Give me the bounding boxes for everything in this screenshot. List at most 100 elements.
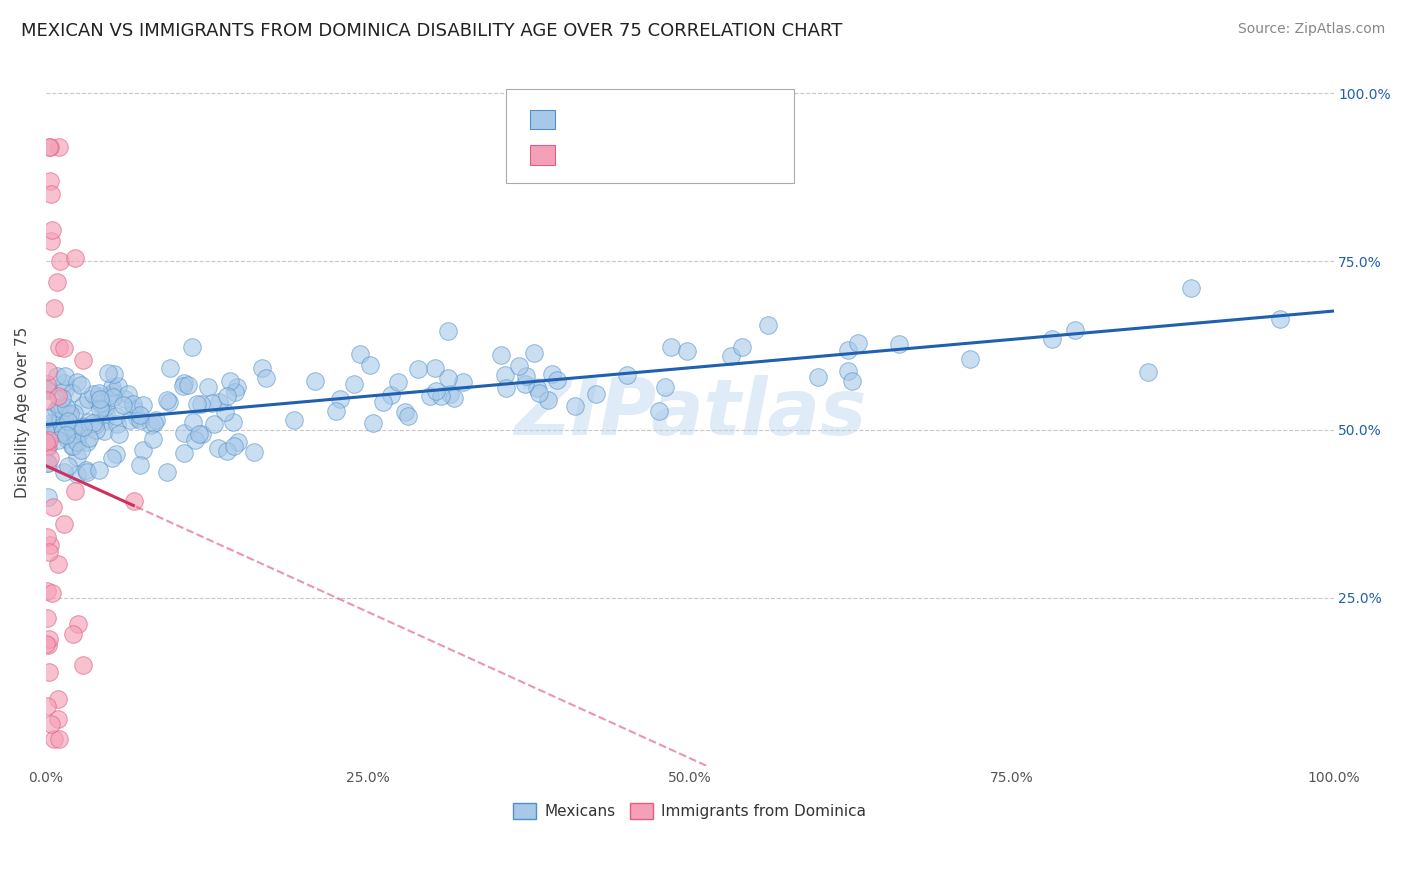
Point [82,416,104,430]
Point [46,434,69,448]
Point [60,385,83,400]
Point [1268,312,1291,326]
Point [65,435,87,450]
Point [55,427,77,442]
Point [159,361,181,376]
Point [659,340,682,354]
Point [79,431,101,445]
Point [142,432,165,446]
Point [38,434,60,448]
Point [48,340,70,354]
Text: ZIPatlas: ZIPatlas [513,375,866,450]
Point [53,516,76,531]
Point [77,392,100,407]
Point [39,416,62,430]
Point [564,399,586,413]
Point [49,254,72,268]
Point [156,393,179,408]
Point [215,389,238,403]
Point [76,465,98,479]
Point [38,140,60,154]
Point [124,401,146,416]
Point [39,234,62,248]
Point [172,379,194,393]
Point [48,414,70,428]
Point [508,359,530,373]
Point [53,369,76,384]
Point [111,398,134,412]
Point [720,350,742,364]
Point [46,691,69,706]
Point [1136,365,1159,379]
Point [42,500,65,514]
Point [429,389,451,403]
Point [49,402,72,417]
Point [52,376,75,391]
Point [72,419,94,434]
Point [616,368,638,382]
Point [65,426,87,441]
Point [44,731,66,746]
Point [495,381,517,395]
Point [889,336,911,351]
Point [191,426,214,441]
Point [66,617,89,632]
Point [157,394,180,409]
Point [343,377,366,392]
Legend: Mexicans, Immigrants from Dominica: Mexicans, Immigrants from Dominica [508,797,872,825]
Point [38,450,60,465]
Point [37,456,59,470]
Point [139,418,162,433]
Point [183,415,205,429]
Point [45,422,67,436]
Point [188,426,211,441]
Point [83,418,105,433]
Point [846,335,869,350]
Point [283,413,305,427]
Point [35,380,58,394]
Point [156,466,179,480]
Point [56,406,79,420]
Point [82,386,104,401]
Point [38,140,60,154]
Point [76,434,98,449]
Point [77,415,100,429]
Text: MEXICAN VS IMMIGRANTS FROM DOMINICA DISABILITY AGE OVER 75 CORRELATION CHART: MEXICAN VS IMMIGRANTS FROM DOMINICA DISA… [21,22,842,40]
Point [98,388,121,402]
Point [103,367,125,381]
Point [39,538,62,552]
Point [86,423,108,437]
Point [51,391,73,405]
Point [173,445,195,459]
Point [38,544,60,558]
Point [226,435,249,450]
Point [63,483,86,498]
Point [122,494,145,508]
Point [39,427,62,442]
Point [523,346,546,360]
Point [45,275,67,289]
Point [173,376,195,390]
Point [197,380,219,394]
Point [87,386,110,401]
Point [361,416,384,430]
Point [243,445,266,459]
Point [443,391,465,405]
Point [69,425,91,439]
Point [60,439,83,453]
Point [537,393,560,408]
Point [132,443,155,458]
Point [654,380,676,394]
Point [190,397,212,411]
Point [436,371,458,385]
Point [97,367,120,381]
Point [46,368,69,383]
Point [93,424,115,438]
Point [380,388,402,402]
Point [87,389,110,403]
Point [96,408,118,422]
Point [120,412,142,426]
Point [451,376,474,390]
Point [105,447,128,461]
Point [491,347,513,361]
